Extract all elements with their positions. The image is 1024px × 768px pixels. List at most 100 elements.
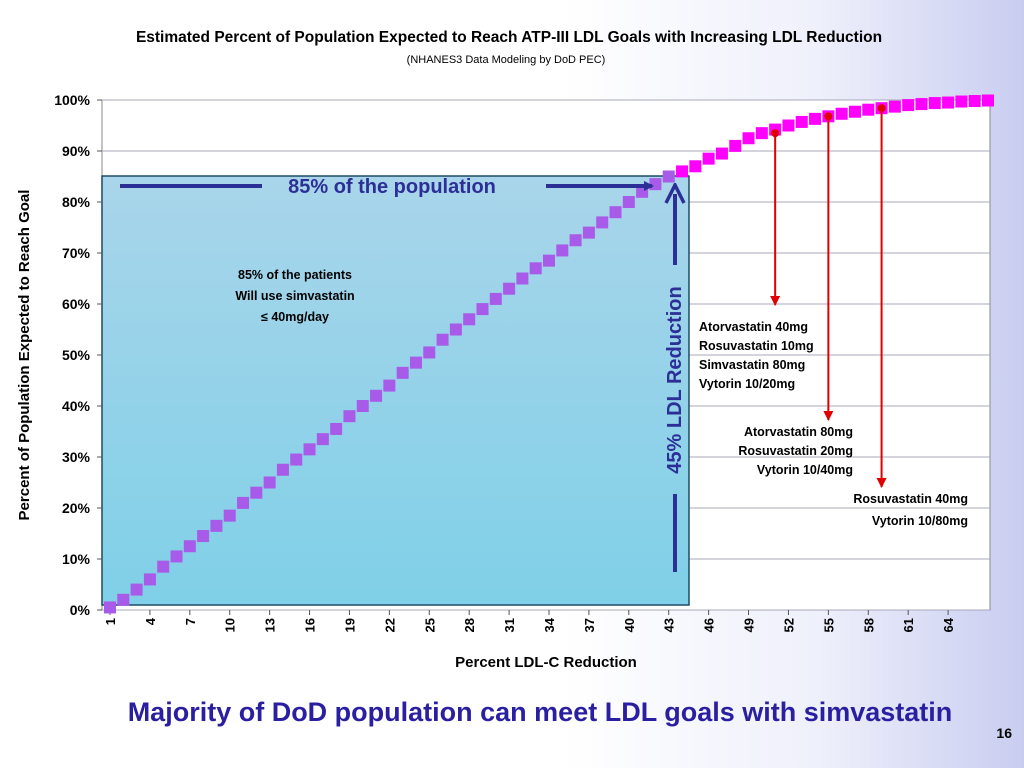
- data-point: [449, 323, 462, 336]
- x-axis-ticks: 1 4 7 10 13 16 19 22 25 28 31 34 37 40 43 46 49 52 55 58 61 6…: [103, 610, 956, 632]
- y-tick-label: 10%: [62, 551, 91, 567]
- y-tick-label: 90%: [62, 143, 91, 159]
- data-point: [197, 530, 210, 543]
- data-point: [795, 115, 808, 128]
- statin-group-1-line-2: Rosuvastatin 10mg: [699, 339, 814, 353]
- data-point: [556, 244, 569, 257]
- data-point: [316, 433, 329, 446]
- data-point: [676, 165, 689, 178]
- population-label: 85% of the population: [288, 176, 496, 198]
- data-point: [689, 160, 702, 173]
- data-point: [902, 99, 915, 112]
- statin-group-2-line-1: Atorvastatin 80mg: [744, 425, 853, 439]
- data-point: [117, 593, 130, 606]
- x-tick-label: 52: [781, 618, 796, 632]
- x-tick-label: 4: [143, 617, 158, 625]
- data-point: [662, 170, 675, 183]
- x-tick-label: 16: [303, 618, 318, 632]
- slide-headline: Majority of DoD population can meet LDL …: [127, 697, 953, 727]
- data-point: [303, 443, 316, 456]
- data-point: [463, 313, 476, 326]
- statin-group-1-line-4: Vytorin 10/20mg: [699, 377, 795, 391]
- x-tick-label: 34: [542, 617, 557, 632]
- data-point: [237, 496, 250, 509]
- y-tick-label: 50%: [62, 347, 91, 363]
- y-tick-label: 0%: [70, 602, 91, 618]
- data-point: [409, 356, 422, 369]
- data-point: [848, 105, 861, 118]
- data-point: [982, 94, 994, 107]
- data-point: [569, 234, 582, 247]
- data-point: [370, 389, 383, 402]
- y-tick-label: 80%: [62, 194, 91, 210]
- y-tick-label: 30%: [62, 449, 91, 465]
- data-point: [183, 540, 196, 553]
- box-text-line-1: 85% of the patients: [238, 268, 352, 282]
- statin-group-3-line-1: Rosuvastatin 40mg: [853, 492, 968, 506]
- data-point: [702, 152, 715, 165]
- data-point: [529, 262, 542, 275]
- x-tick-label: 58: [861, 618, 876, 632]
- data-point: [715, 147, 728, 160]
- y-axis-ticks: 0% 10% 20% 30% 40% 50% 60% 70% 80% 90% 100%: [54, 92, 102, 618]
- data-point: [582, 226, 595, 239]
- data-point: [915, 98, 928, 111]
- x-tick-label: 55: [821, 618, 836, 632]
- data-point: [543, 254, 555, 267]
- data-point: [489, 292, 502, 305]
- data-point: [729, 139, 742, 152]
- y-tick-label: 70%: [62, 245, 91, 261]
- box-text-line-2: Will use simvastatin: [235, 289, 354, 303]
- x-tick-label: 7: [183, 618, 198, 625]
- data-point: [968, 95, 981, 108]
- statin-group-1-line-3: Simvastatin 80mg: [699, 358, 805, 372]
- data-point: [290, 453, 303, 466]
- data-point: [104, 601, 116, 614]
- data-point: [888, 100, 901, 113]
- data-point: [782, 119, 795, 132]
- data-point: [157, 560, 170, 573]
- plot-area: 0%10%20%30%40%50%60%70%80%90%100% 1 4 7 10 1…: [54, 92, 994, 632]
- statin-group-1: Atorvastatin 40mg Rosuvastatin 10mg Simv…: [699, 320, 814, 391]
- statin-group-1-line-1: Atorvastatin 40mg: [699, 320, 808, 334]
- x-tick-label: 61: [901, 618, 916, 632]
- y-axis-title: Percent of Population Expected to Reach …: [16, 190, 33, 521]
- statin-group-3-line-2: Vytorin 10/80mg: [872, 514, 968, 528]
- data-point: [928, 97, 941, 110]
- statin-group-2-line-3: Vytorin 10/40mg: [757, 463, 853, 477]
- chart-subtitle: (NHANES3 Data Modeling by DoD PEC): [407, 54, 606, 66]
- data-point: [609, 206, 622, 219]
- data-point: [755, 127, 768, 140]
- x-tick-label: 22: [382, 618, 397, 632]
- data-point: [436, 333, 449, 346]
- x-tick-label: 37: [582, 618, 597, 632]
- data-point: [516, 272, 529, 285]
- x-tick-label: 43: [662, 618, 677, 632]
- statin-arrows: [770, 104, 887, 488]
- data-point: [330, 422, 343, 435]
- data-point: [170, 550, 183, 563]
- x-tick-label: 28: [462, 618, 477, 632]
- y-tick-label: 100%: [54, 92, 90, 108]
- x-tick-label: 31: [502, 618, 517, 632]
- data-point: [423, 346, 436, 359]
- statin-group-2: Atorvastatin 80mg Rosuvastatin 20mg Vyto…: [738, 425, 853, 477]
- x-tick-label: 64: [941, 617, 956, 632]
- box-text-line-3: ≤ 40mg/day: [261, 310, 329, 324]
- statin-group-3: Rosuvastatin 40mg Vytorin 10/80mg: [853, 492, 968, 528]
- data-point: [383, 379, 396, 392]
- data-point: [356, 400, 369, 412]
- data-point: [343, 410, 356, 423]
- data-point: [210, 519, 223, 532]
- data-point: [130, 583, 143, 596]
- x-tick-label: 49: [742, 618, 757, 632]
- data-point: [596, 216, 609, 229]
- x-tick-label: 46: [702, 618, 717, 632]
- data-point: [263, 476, 276, 489]
- data-point: [276, 463, 289, 476]
- data-point: [503, 282, 516, 295]
- x-tick-label: 10: [223, 618, 238, 632]
- x-axis-title: Percent LDL-C Reduction: [455, 654, 637, 671]
- data-point: [809, 112, 822, 125]
